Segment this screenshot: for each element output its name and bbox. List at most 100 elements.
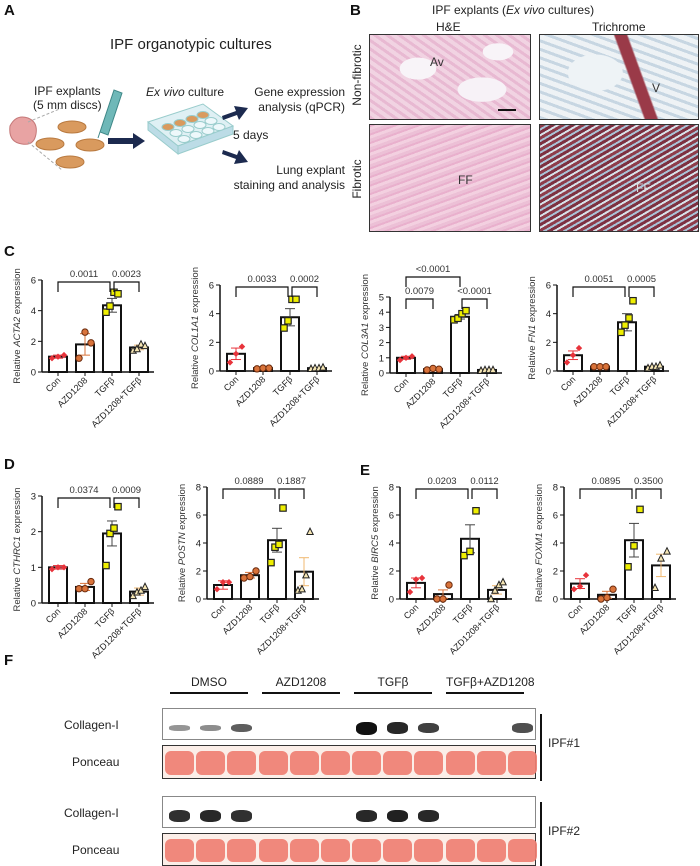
collagen-blot-IPF#1	[162, 708, 536, 740]
data-point-square	[114, 289, 122, 298]
y-tick-label: 4	[389, 539, 394, 550]
significance-bracket	[113, 281, 140, 292]
bar-Con	[48, 566, 68, 605]
data-point-circle	[87, 339, 95, 347]
y-axis-label-prefix: Relative	[12, 575, 23, 612]
group-underline	[170, 692, 248, 694]
significance-bracket	[635, 488, 662, 499]
p-value-label: 0.0895	[591, 476, 620, 487]
ponceau-lane	[476, 751, 506, 775]
data-point-square	[114, 502, 122, 511]
ponceau-lane	[445, 751, 475, 775]
ponceau-lane	[352, 839, 382, 862]
protein-band	[356, 721, 378, 735]
y-tick-label: 0	[209, 367, 214, 378]
biopsy-punch-icon	[97, 89, 123, 139]
data-point-circle	[75, 354, 83, 362]
significance-bracket	[291, 286, 318, 297]
y-tick-label: 4	[379, 308, 384, 319]
data-point-circle	[253, 365, 261, 373]
significance-bracket	[579, 488, 633, 499]
x-tick-label: AZD1208+TGFβ	[89, 375, 143, 429]
y-tick-label: 2	[546, 338, 551, 349]
arrow-down-right-icon	[222, 150, 248, 164]
annotation-alveoli: Av	[430, 55, 444, 69]
y-tick-label: 0	[546, 367, 551, 378]
y-axis-label-gene: BIRC5	[370, 534, 381, 563]
y-tick-label: 0	[553, 595, 558, 606]
significance-bracket	[57, 497, 111, 508]
y-axis-label-gene: FOXM1	[534, 532, 545, 565]
panel-label-e: E	[360, 462, 371, 479]
row-label-ponceau: Ponceau	[72, 755, 120, 769]
p-value-label: <0.0001	[457, 286, 492, 297]
y-axis-label-gene: POSTN	[177, 532, 188, 565]
data-point-triangle	[297, 584, 307, 593]
histology-image-trichrome-nonfibrotic: V	[539, 34, 699, 120]
explant-discs-icon	[35, 120, 105, 169]
y-tick-label: 2	[379, 338, 384, 349]
ponceau-lane	[320, 839, 350, 862]
x-tick-label: AZD1208	[403, 376, 437, 410]
y-tick-label: 2	[31, 527, 36, 538]
panel-label-c: C	[4, 243, 15, 260]
y-axis-label-prefix: Relative	[190, 352, 201, 389]
data-point-diamond	[54, 353, 62, 360]
x-tick-label: Con	[44, 375, 63, 394]
x-tick-label: AZD1208+TGFβ	[267, 374, 321, 428]
data-point-square	[621, 321, 629, 329]
y-tick-label: 0	[31, 368, 36, 379]
y-axis-label-suffix: expression	[12, 487, 23, 536]
histology-title: IPF explants (Ex vivo cultures)	[432, 3, 594, 17]
data-point-square	[472, 506, 480, 515]
y-axis-label-prefix: Relative	[12, 347, 23, 384]
y-tick-label: 0	[31, 599, 36, 610]
y-axis-label-gene: FN1	[527, 325, 538, 343]
p-value-label: 0.0203	[427, 476, 456, 487]
y-tick-label: 8	[553, 483, 558, 494]
data-point-triangle	[656, 553, 666, 562]
data-point-triangle	[490, 585, 500, 594]
data-point-circle	[435, 365, 443, 373]
significance-bracket	[461, 298, 488, 309]
explants-line1: IPF explants	[33, 84, 101, 98]
row-label-nonfibrotic: Non-fibrotic	[350, 44, 364, 106]
y-axis-label: Relative BIRC5 expression	[370, 486, 381, 600]
data-point-square	[625, 314, 633, 322]
x-tick-label: AZD1208	[413, 602, 447, 636]
data-point-circle	[252, 567, 260, 575]
significance-bracket	[235, 286, 289, 297]
output-staining-line2: staining and analysis	[233, 178, 345, 192]
y-tick-label: 6	[546, 281, 551, 292]
data-point-circle	[240, 574, 248, 582]
data-point-circle	[596, 363, 604, 371]
data-point-square	[280, 324, 288, 332]
y-tick-label: 2	[209, 338, 214, 349]
y-axis-label-suffix: expression	[370, 486, 381, 535]
histology-image-trichrome-fibrotic: FF	[539, 124, 699, 232]
data-point-square	[267, 558, 275, 567]
data-point-square	[275, 540, 283, 549]
data-point-diamond	[238, 343, 246, 350]
data-point-square	[454, 314, 462, 323]
p-value-label: 0.0002	[290, 274, 319, 285]
y-axis-label-suffix: expression	[527, 276, 538, 325]
significance-bracket	[572, 286, 626, 297]
data-point-circle	[265, 364, 273, 372]
arrow-icon	[108, 133, 145, 149]
data-point-diamond	[563, 359, 571, 366]
data-point-circle	[423, 366, 431, 374]
y-axis-label-gene: CTHRC1	[12, 536, 23, 575]
x-tick-label: Con	[222, 374, 241, 393]
protein-band	[356, 810, 378, 822]
data-point-triangle	[136, 339, 146, 348]
data-point-square	[460, 551, 468, 560]
x-tick-label: AZD1208+TGFβ	[611, 602, 665, 656]
y-tick-label: 6	[389, 511, 394, 522]
data-point-triangle	[662, 546, 672, 555]
data-point-circle	[429, 364, 437, 373]
y-axis-label-prefix: Relative	[534, 565, 545, 602]
data-point-square	[617, 328, 625, 337]
y-tick-label: 6	[196, 511, 201, 522]
bar-chart-cthrc1: Relative CTHRC1 expression0123ConAZD1208…	[12, 485, 154, 660]
